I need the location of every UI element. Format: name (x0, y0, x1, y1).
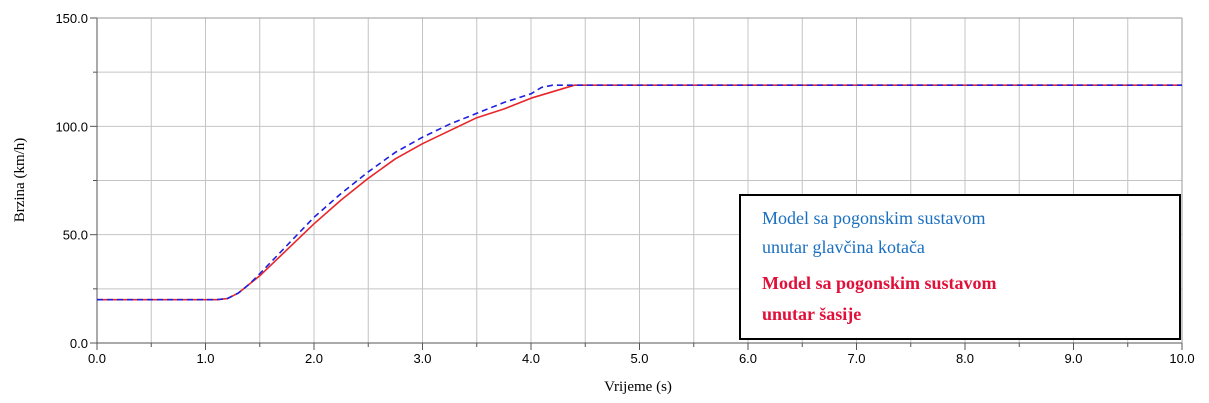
y-tick-label: 150.0 (55, 11, 88, 26)
series-line-1 (97, 84, 1182, 301)
x-tick-labels: 0.0 1.0 2.0 3.0 4.0 5.0 6.0 7.0 8.0 9.0 10.0 (88, 351, 1195, 366)
y-tick-labels: 0.0 50.0 100.0 150.0 (55, 11, 88, 351)
x-tick-label: 9.0 (1064, 351, 1082, 366)
x-tick-label: 2.0 (305, 351, 323, 366)
x-tick-label: 7.0 (847, 351, 865, 366)
legend: Model sa pogonskim sustavom unutar glavč… (739, 194, 1181, 340)
legend-series-2-line-2: unutar šasije (762, 304, 861, 324)
y-axis-title: Brzina (km/h) (12, 138, 28, 223)
axes (90, 17, 1183, 350)
y-tick-label: 0.0 (70, 336, 88, 351)
x-tick-label: 8.0 (956, 351, 974, 366)
y-tick-label: 50.0 (63, 228, 88, 243)
legend-box (739, 194, 1181, 340)
x-tick-label: 0.0 (88, 351, 106, 366)
x-tick-label: 1.0 (196, 351, 214, 366)
x-tick-label: 10.0 (1169, 351, 1194, 366)
x-axis-title: Vrijeme (s) (604, 379, 672, 395)
y-tick-label: 100.0 (55, 119, 88, 134)
legend-series-1-line-1: Model sa pogonskim sustavom (762, 208, 986, 228)
x-tick-label: 4.0 (522, 351, 540, 366)
x-tick-label: 3.0 (413, 351, 431, 366)
x-tick-label: 5.0 (630, 351, 648, 366)
series (97, 84, 1182, 301)
legend-series-1-line-2: unutar glavčina kotača (762, 237, 925, 257)
legend-series-2-line-1: Model sa pogonskim sustavom (762, 273, 997, 293)
x-tick-label: 6.0 (739, 351, 757, 366)
